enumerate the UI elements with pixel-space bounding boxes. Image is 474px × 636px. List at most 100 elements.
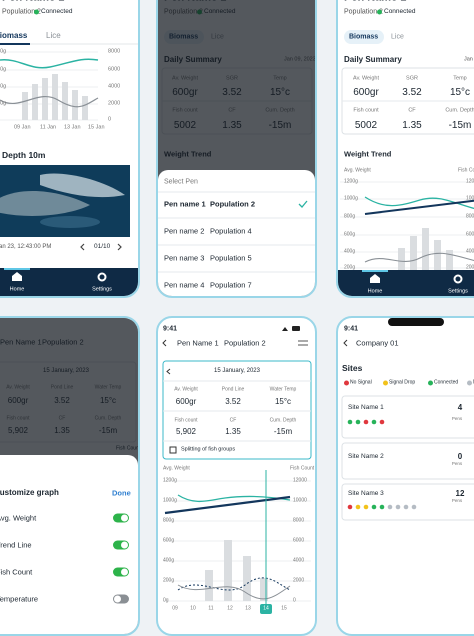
y-tick-label: 8000 (466, 213, 474, 220)
y-tick-label: 400g (0, 83, 7, 90)
metric-label: Av. Weight (353, 75, 379, 82)
dashboard-graphics (0, 43, 138, 296)
sheet-title: Customize graph (0, 488, 59, 497)
sheet-lines (158, 191, 315, 273)
x-tick-label: 12 (227, 605, 233, 612)
y-tick-label: 12000 (293, 477, 307, 484)
section-title: Daily Summary (344, 55, 402, 64)
screen-title: Pen Name 1 (2, 0, 64, 4)
pen-name: Pen name 4 (164, 280, 205, 290)
y-tick-label: 6000 (466, 231, 474, 238)
x-tick-label: 13 (245, 605, 251, 612)
back-title: Company 01 (356, 338, 399, 348)
option-label: Temperature (0, 594, 39, 604)
metric-value: 15°c (449, 87, 471, 98)
y-tick-label: 800g (0, 48, 7, 55)
tab: Lice (46, 31, 61, 40)
option-label: Fish Count (0, 567, 33, 577)
detail-graphics (162, 326, 312, 614)
status: Connected (384, 7, 416, 15)
y-tick-label: 200g (163, 577, 175, 584)
x-tick-label: 09 (172, 605, 178, 612)
metric-label: Water Temp (269, 386, 297, 393)
y-tick-label: 8000 (108, 48, 121, 55)
y-tick-label: 800g (344, 213, 356, 220)
y-tick-label: 2000 (293, 577, 305, 584)
toggle[interactable] (113, 594, 129, 604)
population: Population 2 (224, 338, 266, 348)
y-tick-label: 12000 (466, 178, 474, 185)
metric-value: -15m (448, 120, 472, 131)
select-pen-sheet (158, 170, 315, 296)
population: Population 2 (2, 8, 41, 16)
metric-value: 600gr (175, 397, 197, 406)
tab: Lice (391, 33, 404, 41)
toggle[interactable] (113, 540, 129, 550)
y-tick-label: 6000 (108, 66, 121, 73)
metric-label: Av. Weight (174, 386, 198, 393)
metric-label: Pond Line (221, 386, 245, 393)
x-tick-label: 15 (281, 605, 287, 612)
metric-value: 1.35 (402, 120, 422, 131)
done-button[interactable]: Done (112, 488, 131, 498)
screen-title: Pen Name 1 (344, 0, 406, 4)
metric-value: 600gr (353, 87, 379, 98)
axis-label: Avg. Weight (344, 167, 371, 174)
y-tick-label: 400g (344, 248, 356, 255)
y-tick-label: 0g (163, 597, 169, 604)
toggle-knob (121, 541, 128, 549)
status-time: 9:41 (163, 325, 178, 333)
metric-label: Fish count (174, 417, 198, 424)
status-dot (383, 380, 388, 386)
nav-label: Home (9, 286, 25, 293)
option-label: Avg. Weight (0, 513, 37, 523)
toggle-knob (121, 568, 128, 576)
y-tick-label: 200g (0, 100, 7, 107)
screen-title: Pen Name 1 (177, 338, 219, 348)
summary-date: Jan 09, 2023 (464, 56, 474, 63)
metric-value: 1.35 (225, 427, 241, 436)
date: 15 January, 2023 (214, 368, 260, 374)
y-tick-label: 2000 (466, 264, 474, 271)
population: Population 2 (344, 8, 383, 16)
axis-label: Fish Count (290, 465, 315, 472)
y-tick-label: 1200g (344, 178, 358, 185)
x-tick-label: 15 Jan (88, 124, 105, 131)
metric-value: 3.52 (225, 397, 241, 406)
y-tick-label: 6000 (293, 537, 305, 544)
pen-population: Population 7 (210, 280, 252, 290)
y-tick-label: 10000 (293, 497, 307, 504)
camera-time: Jan 23, 12:43:00 PM (0, 244, 52, 250)
toggle[interactable] (113, 567, 129, 577)
x-tick-label: 11 Jan (40, 124, 57, 131)
metric-label: Cum. Depth (269, 417, 297, 424)
section-title: Weight Trend (344, 149, 392, 159)
sheet-title: Select Pen (164, 178, 198, 186)
camera-page: 01/10 (94, 242, 111, 250)
metric-value: 15°c (274, 397, 292, 406)
metric-value: 3.52 (402, 87, 422, 98)
option-label: Trend Line (0, 540, 32, 550)
status-dot (467, 380, 472, 386)
legend-label: No Signal (350, 379, 372, 386)
site-pens-unit: Pens (451, 497, 463, 503)
site-pens: 0 (457, 452, 463, 461)
y-tick-label: 10000 (466, 195, 474, 202)
metric-label: SGR (406, 75, 418, 82)
toggle[interactable] (113, 513, 129, 523)
y-tick-label: 800g (163, 517, 175, 524)
pen-population: Population 4 (210, 226, 252, 236)
section-title: Depth 10m (2, 149, 46, 160)
phone-sites: 9:41 Company 01 Sites No Signal Signal Drop C… (336, 316, 474, 636)
metric-label: Temp (453, 75, 467, 82)
status-dot (428, 380, 433, 386)
tab: Biomass (349, 33, 379, 41)
y-tick-label: 400g (163, 557, 175, 564)
y-tick-label: 0 (108, 116, 112, 123)
nav-label: Settings (448, 288, 468, 295)
y-tick-label: 1200g (163, 477, 177, 484)
